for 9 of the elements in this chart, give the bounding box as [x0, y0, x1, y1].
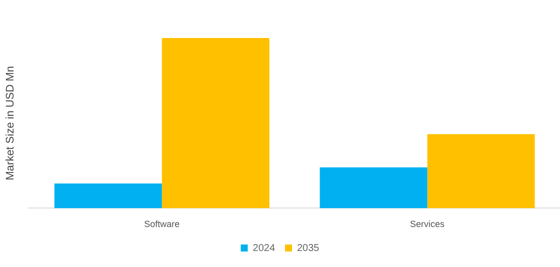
bar: [427, 134, 535, 208]
legend-label: 2035: [297, 242, 320, 254]
y-axis-title: Market Size in USD Mn: [4, 66, 17, 180]
x-tick-label: Software: [144, 219, 180, 230]
legend-label: 2024: [252, 242, 276, 254]
bar: [54, 184, 162, 208]
bar: [162, 38, 270, 208]
bar: [320, 167, 428, 208]
x-tick-label: Services: [410, 219, 446, 230]
